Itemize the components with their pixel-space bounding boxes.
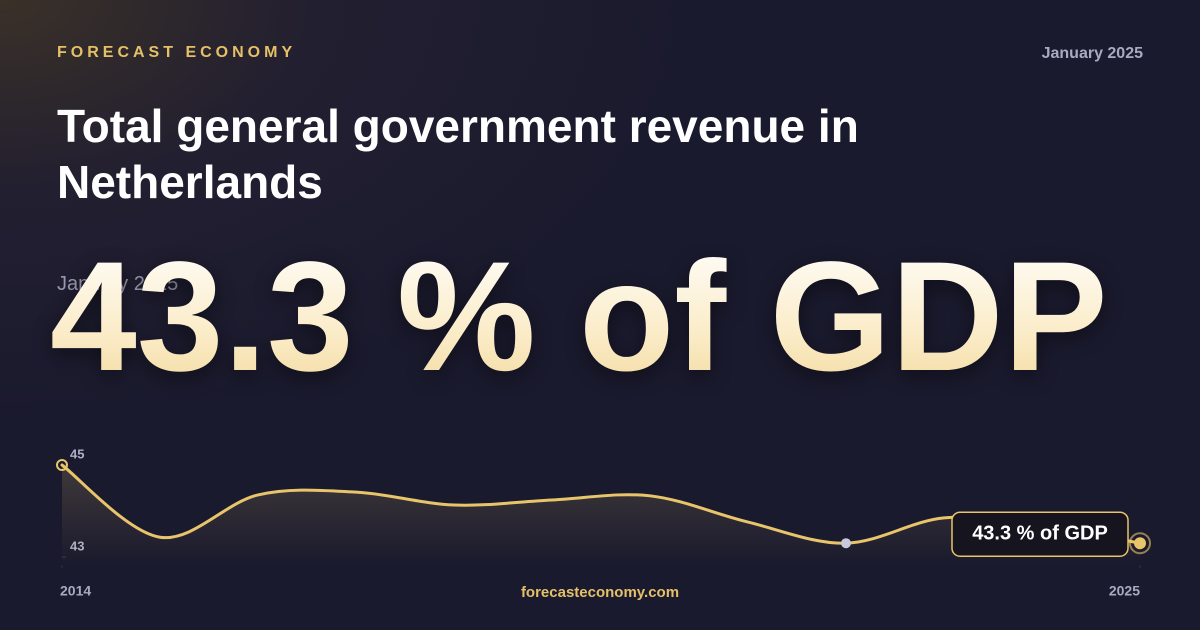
subtitle-date: January 2025 xyxy=(57,273,178,296)
title: Total general government revenue in Neth… xyxy=(57,100,859,208)
callout-label: 43.3 % of GDP xyxy=(972,522,1108,544)
headline-value: 43.3 % of GDP xyxy=(50,230,1108,404)
start-point xyxy=(56,459,68,471)
date: January 2025 xyxy=(1041,45,1143,62)
end-ring xyxy=(1129,532,1151,555)
end-point xyxy=(1134,537,1146,550)
x-tick-label: 2025 xyxy=(1109,583,1140,599)
callout-box xyxy=(951,511,1129,557)
low-point xyxy=(841,538,851,549)
footer: forecasteconomy.com xyxy=(520,584,680,601)
y-tick-label: 45 xyxy=(70,446,84,461)
line xyxy=(60,463,1142,545)
brand: FORECAST ECONOMY xyxy=(57,44,297,61)
x-tick-label: 2014 xyxy=(60,583,91,599)
